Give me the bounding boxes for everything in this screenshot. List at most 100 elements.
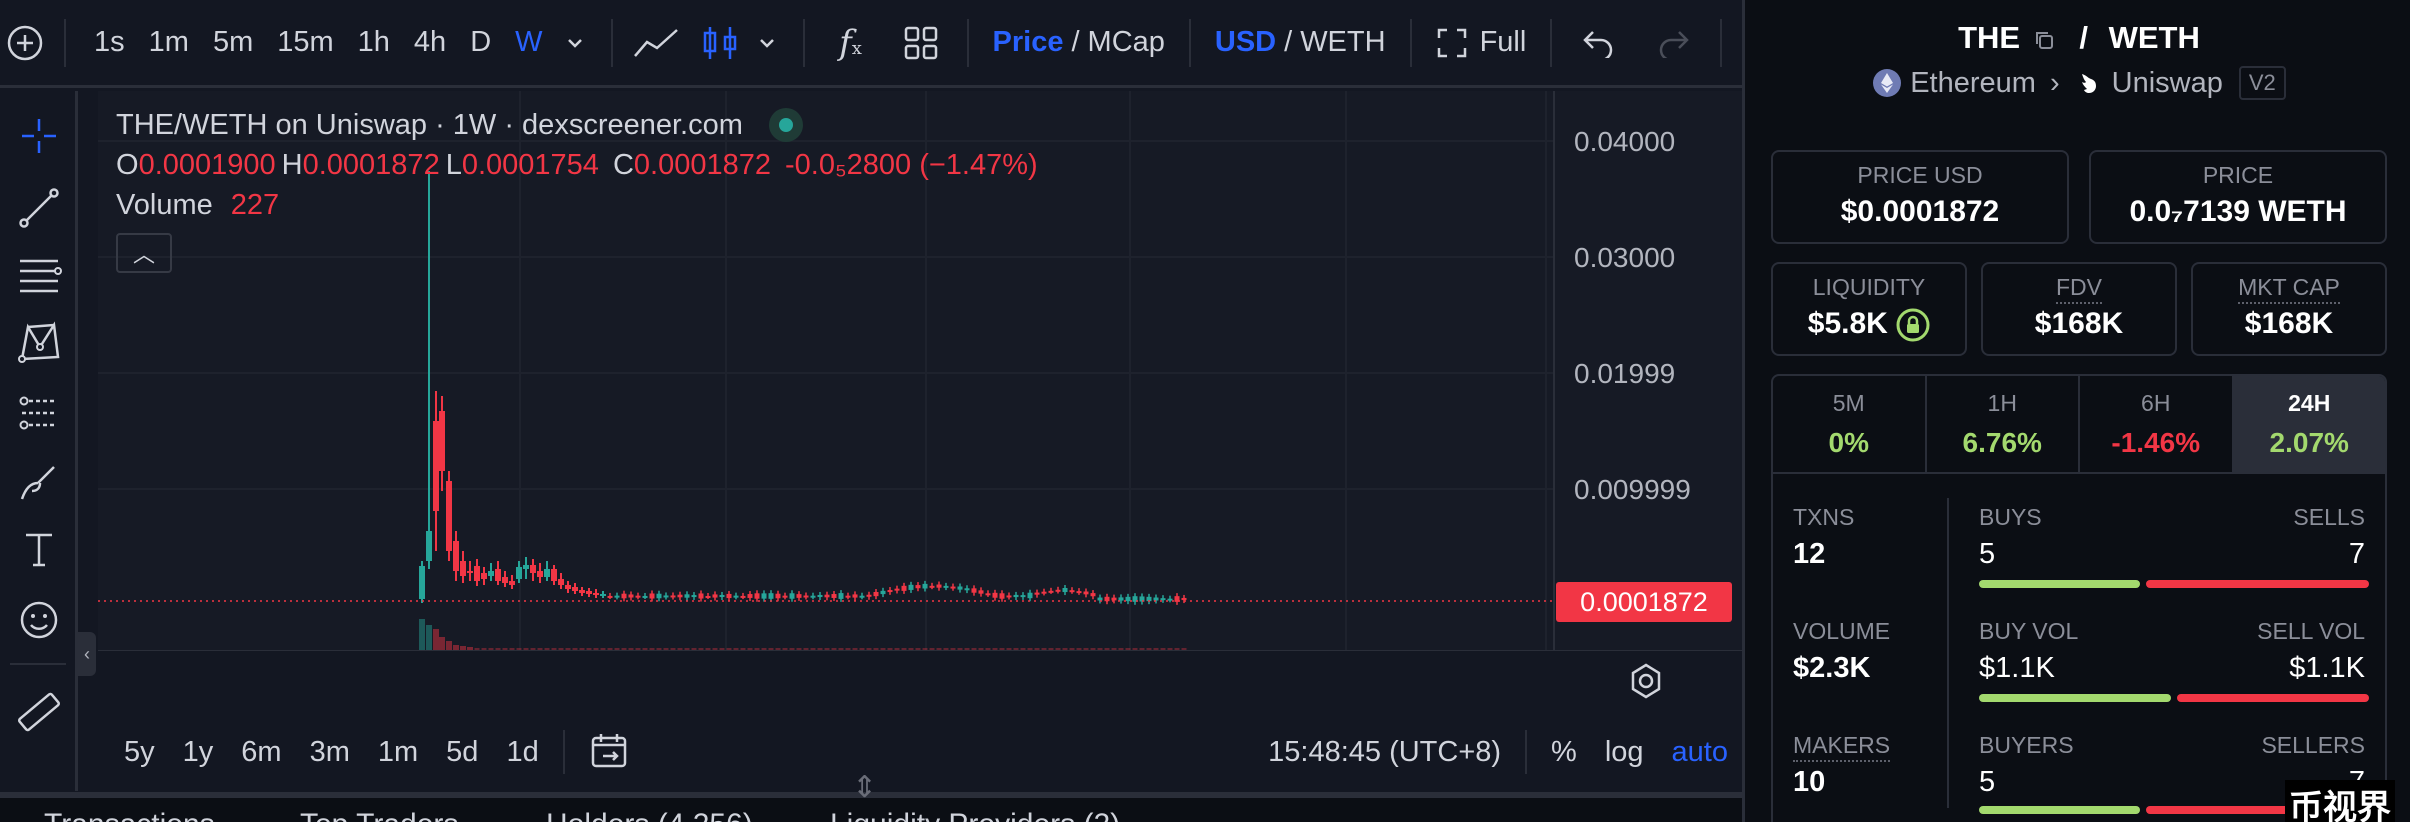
weth-option[interactable]: WETH: [1300, 26, 1386, 58]
range-1y[interactable]: 1y: [182, 735, 214, 768]
brush-tool[interactable]: [0, 451, 78, 513]
copy-icon[interactable]: [2033, 29, 2055, 51]
volume-bar: [433, 629, 439, 651]
add-indicator-button[interactable]: [2, 0, 48, 87]
undo-button[interactable]: [1568, 0, 1628, 87]
candles-chart-button[interactable]: [693, 0, 747, 87]
legend-collapse-button[interactable]: ︿: [116, 233, 172, 273]
timeframe-4h[interactable]: 4h: [413, 26, 447, 58]
usd-option[interactable]: USD: [1214, 26, 1277, 58]
timeframe-d[interactable]: D: [470, 26, 492, 58]
candle-body: [433, 421, 439, 511]
change-tab-1h[interactable]: 1H 6.76%: [1927, 376, 2080, 472]
candle-body: [740, 595, 746, 598]
change-tab-5m[interactable]: 5M 0%: [1773, 376, 1927, 472]
range-3m[interactable]: 3m: [309, 735, 350, 768]
tools-divider: [10, 663, 66, 665]
redo-button[interactable]: [1644, 0, 1704, 87]
candle-body: [1013, 594, 1019, 598]
volume-bar: [614, 648, 620, 651]
volume-bar: [649, 648, 655, 651]
collapse-toolbar-button[interactable]: ‹: [78, 632, 96, 676]
volume-bar: [957, 648, 963, 651]
timeframe-15m[interactable]: 15m: [277, 26, 334, 58]
goto-date-button[interactable]: [575, 730, 643, 775]
mcap-option[interactable]: MCap: [1087, 26, 1165, 58]
auto-scale-toggle[interactable]: auto: [1671, 735, 1728, 768]
candle-body: [607, 595, 613, 598]
fib-tool[interactable]: [0, 243, 78, 305]
change-percent-value: 2.07%: [2269, 427, 2349, 458]
candle-body: [1139, 596, 1145, 602]
toolbar-divider: [966, 18, 969, 67]
range-divider: [562, 730, 565, 774]
price-chart[interactable]: 0.040000.030000.019990.0099992023Jul2024…: [98, 91, 1742, 699]
volume-bar: [1181, 648, 1187, 651]
candle-body: [733, 595, 739, 598]
layouts-button[interactable]: [891, 0, 951, 87]
emoji-tool[interactable]: [0, 589, 78, 651]
range-1m[interactable]: 1m: [377, 735, 419, 768]
timeframe-5m[interactable]: 5m: [212, 26, 254, 58]
timeframe-1h[interactable]: 1h: [357, 26, 390, 58]
chart-settings-icon[interactable]: [1624, 659, 1668, 703]
mkt-cap-label[interactable]: MKT CAP: [2238, 274, 2340, 304]
volume-bar: [656, 648, 662, 651]
candle-body: [621, 593, 627, 599]
tab-transactions[interactable]: Transactions: [44, 808, 215, 822]
timeframe-1s[interactable]: 1s: [94, 26, 125, 58]
change-period-label: 5M: [1832, 390, 1865, 416]
range-5d[interactable]: 5d: [446, 735, 479, 768]
price-mcap-toggle[interactable]: Price / MCap: [985, 0, 1173, 87]
line-chart-button[interactable]: [629, 0, 683, 87]
log-scale-toggle[interactable]: log: [1604, 735, 1644, 768]
volume-bar: [838, 648, 844, 651]
chart-type-dropdown[interactable]: [747, 0, 787, 87]
candle-body: [1174, 596, 1180, 602]
volume-bar: [1097, 648, 1103, 651]
tab-liquidity-providers[interactable]: Liquidity Providers (2): [830, 808, 1120, 822]
crosshair-tool[interactable]: [0, 105, 78, 167]
range-1d[interactable]: 1d: [506, 735, 539, 768]
tab-top-traders[interactable]: Top Traders: [300, 808, 458, 822]
volume-bar: [824, 648, 830, 651]
sell-vol-bar: [2177, 694, 2369, 702]
volume-bar: [803, 648, 809, 651]
tab-holders[interactable]: Holders (4,256): [546, 808, 753, 822]
range-5y[interactable]: 5y: [124, 735, 155, 768]
makers-label[interactable]: MAKERS: [1793, 732, 1891, 762]
timeframe-w[interactable]: W: [515, 26, 543, 58]
change-tab-6h[interactable]: 6H -1.46%: [2080, 376, 2234, 472]
change-tab-24h[interactable]: 24H 2.07%: [2233, 376, 2385, 472]
text-tool[interactable]: [0, 519, 78, 581]
price-option[interactable]: Price: [992, 26, 1064, 58]
candle-body: [426, 531, 432, 561]
pair-separator: /: [2079, 20, 2088, 55]
ruler-tool[interactable]: [0, 681, 78, 743]
volume-bar: [775, 648, 781, 651]
dex-link[interactable]: Uniswap: [2111, 66, 2223, 99]
timeframe-dropdown[interactable]: [555, 0, 595, 87]
live-status-icon: [768, 108, 803, 142]
toolbar-divider: [610, 18, 613, 67]
currency-toggle[interactable]: USD / WETH: [1207, 0, 1394, 87]
mkt-cap-value: $168K: [2244, 307, 2334, 340]
range-6m[interactable]: 6m: [241, 735, 282, 768]
chain-link[interactable]: Ethereum: [1910, 66, 2036, 99]
candle-body: [887, 590, 893, 593]
trend-line-tool[interactable]: [0, 177, 78, 239]
percent-scale-toggle[interactable]: %: [1551, 735, 1577, 768]
fullscreen-button[interactable]: Full: [1428, 0, 1535, 87]
indicators-button[interactable]: 𝑓x: [821, 0, 881, 87]
candle-body: [1083, 591, 1089, 595]
fdv-label[interactable]: FDV: [2056, 274, 2102, 304]
timeframe-1m[interactable]: 1m: [148, 26, 189, 58]
pattern-tool[interactable]: [0, 311, 78, 373]
crosshair-icon: [22, 119, 56, 153]
lock-icon[interactable]: [1896, 308, 1930, 342]
chart-canvas[interactable]: 0.040000.030000.019990.0099992023Jul2024…: [98, 91, 1742, 651]
measure-projection-tool[interactable]: [0, 381, 78, 443]
candle-body: [859, 595, 865, 598]
volume-bar: [1132, 648, 1138, 651]
clock-readout[interactable]: 15:48:45 (UTC+8): [1268, 735, 1502, 768]
